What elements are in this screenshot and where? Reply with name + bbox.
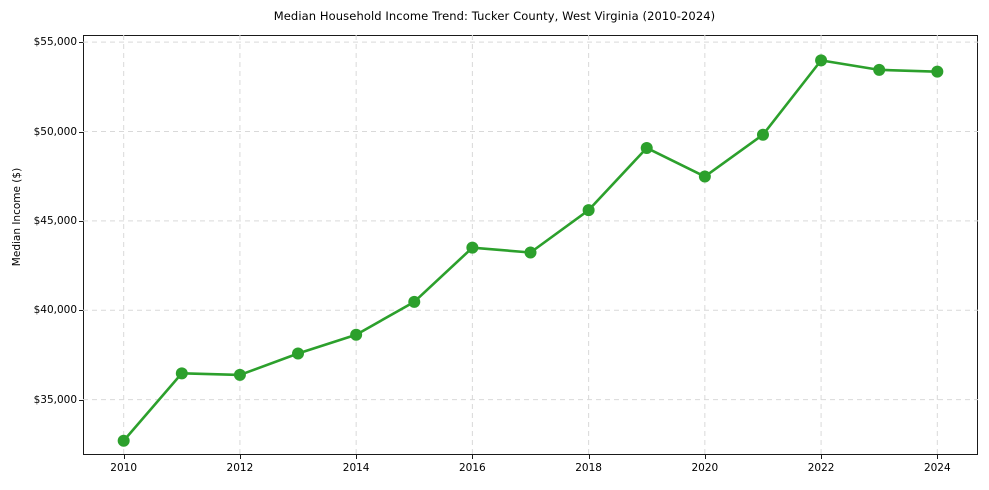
data-point: 2018: $45,600 [582, 204, 595, 217]
data-point: 2012: $36,380 [233, 368, 246, 381]
y-tick-label: $50,000 [33, 125, 77, 138]
gridlines [83, 35, 978, 455]
x-tick-label: 2016 [459, 462, 486, 474]
y-tick-label: $45,000 [33, 214, 77, 227]
x-tick-label: 2014 [342, 462, 370, 474]
y-tick-mark [79, 399, 83, 401]
x-tick-label: 2024 [923, 462, 951, 474]
data-point: 2019: $49,080 [640, 141, 653, 154]
data-point: 2014: $38,630 [350, 328, 363, 341]
x-tick-label: 2010 [110, 462, 138, 474]
data-point: 2015: $40,470 [408, 295, 421, 308]
y-tick-mark [79, 310, 83, 312]
data-point: 2016: $43,500 [466, 241, 479, 254]
x-tick-label: 2020 [691, 462, 719, 474]
plot-area [83, 35, 978, 455]
data-point: 2010: $32,700 [117, 434, 130, 447]
data-point: 2017: $43,230 [524, 246, 537, 259]
data-point: 2021: $49,820 [756, 128, 769, 141]
y-tick-mark [79, 220, 83, 222]
data-point: 2024: $53,350 [931, 65, 944, 78]
chart-title: Median Household Income Trend: Tucker Co… [273, 9, 716, 23]
x-tick-mark [937, 455, 939, 459]
y-tick-label: $55,000 [33, 36, 77, 49]
x-tick-mark [123, 455, 125, 459]
x-tick-mark [704, 455, 706, 459]
x-tick-mark [588, 455, 590, 459]
y-tick-mark [79, 42, 83, 44]
x-tick-label: 2012 [226, 462, 254, 474]
x-tick-label: 2022 [807, 462, 835, 474]
x-tick-mark [821, 455, 823, 459]
y-tick-mark [79, 131, 83, 133]
data-point: 2023: $53,450 [873, 63, 886, 76]
x-tick-mark [239, 455, 241, 459]
x-tick-mark [356, 455, 358, 459]
income-data-markers: 2010: $32,700 2011: $36,470 2012: $36,380 2… [117, 54, 944, 447]
x-tick-mark [472, 455, 474, 459]
data-point: 2020: $47,480 [698, 170, 711, 183]
data-point: 2022: $53,980 [815, 54, 828, 67]
data-point: 2013: $37,580 [292, 347, 305, 360]
y-tick-label: $40,000 [33, 304, 77, 317]
data-point: 2011: $36,470 [175, 367, 188, 380]
x-tick-label: 2018 [575, 462, 602, 474]
y-tick-label: $35,000 [33, 393, 77, 406]
